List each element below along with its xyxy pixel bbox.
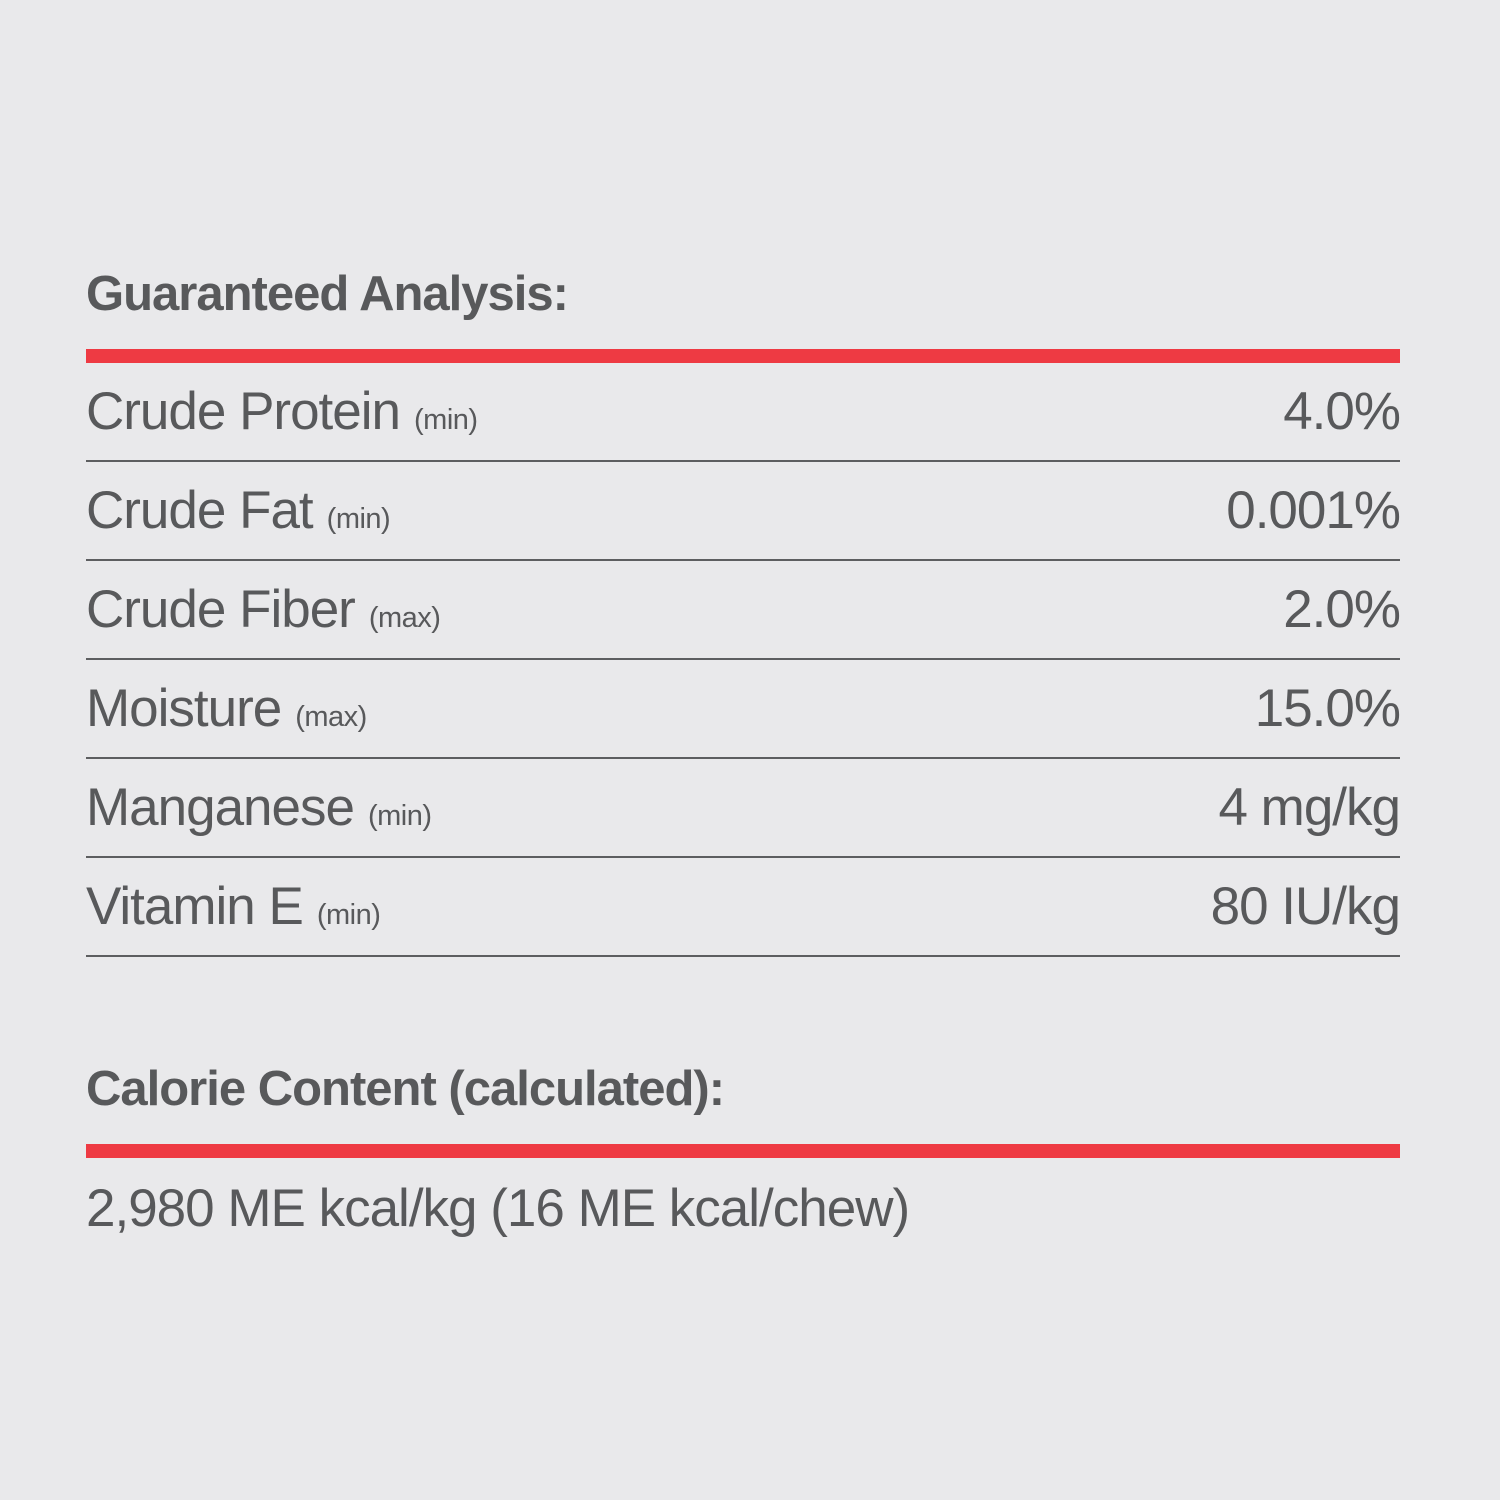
row-label-group: Crude Fat (min) — [86, 481, 391, 540]
nutrition-label-panel: Guaranteed Analysis: Crude Protein (min)… — [86, 267, 1401, 1235]
calorie-content-value: 2,980 ME kcal/kg (16 ME kcal/chew) — [86, 1179, 910, 1238]
calorie-content-divider — [86, 1144, 1400, 1158]
row-label-group: Moisture (max) — [86, 682, 367, 735]
row-label-group: Manganese (min) — [86, 781, 432, 834]
table-row: Crude Protein (min) 4.0% — [86, 363, 1401, 462]
row-value: 4.0% — [1283, 382, 1401, 441]
row-value: 0.001% — [1226, 481, 1401, 540]
row-label: Crude Fat — [86, 481, 314, 540]
guaranteed-analysis-divider — [86, 349, 1400, 363]
calorie-content-section: Calorie Content (calculated): 2,980 ME k… — [86, 1065, 1400, 1235]
row-qualifier: (min) — [316, 899, 381, 931]
row-qualifier: (min) — [326, 503, 391, 535]
table-row: Manganese (min) 4 mg/kg — [86, 759, 1401, 858]
row-label: Crude Protein — [86, 382, 401, 441]
calorie-content-title: Calorie Content (calculated): — [86, 1062, 725, 1116]
row-label: Crude Fiber — [86, 580, 356, 639]
row-qualifier: (min) — [367, 800, 432, 832]
row-label: Moisture — [86, 679, 282, 738]
row-label: Vitamin E — [86, 877, 304, 936]
analysis-table: Crude Protein (min) 4.0% Crude Fat (min)… — [86, 363, 1401, 957]
table-row: Vitamin E (min) 80 IU/kg — [86, 858, 1401, 957]
row-label-group: Vitamin E (min) — [86, 877, 381, 936]
table-row: Crude Fiber (max) 2.0% — [86, 561, 1401, 660]
row-value: 15.0% — [1254, 679, 1401, 738]
row-qualifier: (max) — [295, 701, 367, 733]
row-label: Manganese — [86, 778, 355, 837]
guaranteed-analysis-title: Guaranteed Analysis: — [86, 267, 569, 321]
row-value: 4 mg/kg — [1218, 778, 1401, 837]
row-value: 2.0% — [1283, 580, 1401, 639]
row-label-group: Crude Protein (min) — [86, 385, 478, 438]
table-row: Moisture (max) 15.0% — [86, 660, 1401, 759]
row-qualifier: (max) — [368, 602, 441, 634]
row-label-group: Crude Fiber (max) — [86, 580, 441, 639]
row-qualifier: (min) — [414, 404, 478, 436]
row-value: 80 IU/kg — [1210, 877, 1401, 936]
table-row: Crude Fat (min) 0.001% — [86, 462, 1401, 561]
